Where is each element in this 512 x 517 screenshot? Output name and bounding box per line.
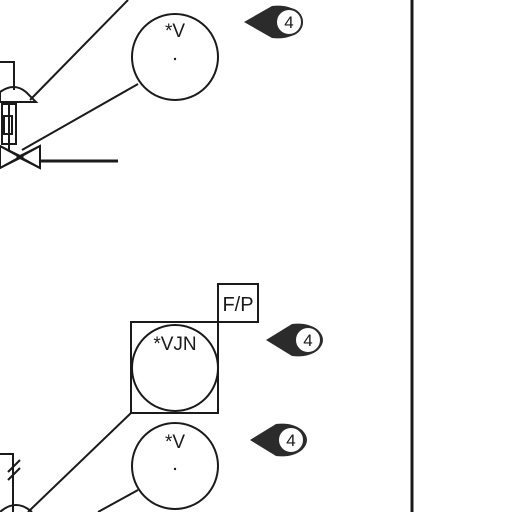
actuator-icon bbox=[0, 453, 33, 513]
center-dot-bottom bbox=[173, 467, 177, 471]
tag-number-top: 4 bbox=[284, 13, 293, 32]
instrument-bubble-bottom bbox=[131, 422, 219, 510]
signal-line-bottom bbox=[97, 489, 139, 513]
signal-line-upper bbox=[29, 0, 129, 101]
globe-valve-icon bbox=[0, 61, 41, 170]
instrument-bubble-middle bbox=[131, 324, 219, 412]
instrument-label-top: *V bbox=[165, 21, 185, 42]
diamond-tag-icon bbox=[244, 5, 303, 39]
signal-line-lower bbox=[21, 83, 139, 151]
center-dot-top bbox=[173, 57, 177, 61]
diamond-tag-icon bbox=[250, 423, 307, 457]
tag-number-bottom: 4 bbox=[286, 431, 295, 450]
fp-box-label: F/P bbox=[222, 294, 253, 316]
fp-box bbox=[217, 283, 259, 323]
diamond-tag-icon bbox=[266, 323, 323, 357]
tag-number-middle: 4 bbox=[303, 331, 312, 350]
instrument-label-middle: *VJN bbox=[153, 334, 196, 355]
instrument-label-bottom: *V bbox=[165, 432, 185, 453]
signal-line-middle bbox=[27, 412, 132, 513]
instrument-bubble-top bbox=[131, 13, 219, 101]
